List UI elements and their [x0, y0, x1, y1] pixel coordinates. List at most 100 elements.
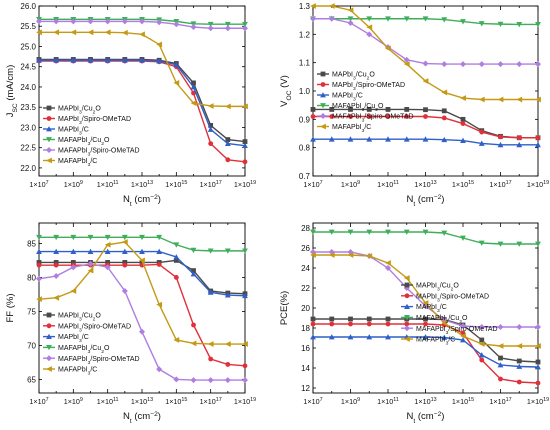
- x-tick-label: 1×1011: [97, 397, 119, 406]
- data-point: [156, 248, 163, 254]
- data-point: [53, 234, 60, 241]
- series-mapbi3-c: [36, 57, 248, 149]
- legend-label: MAFAPbI3/Spiro-OMeTAD: [58, 148, 140, 158]
- data-point: [329, 316, 335, 322]
- data-point: [310, 229, 316, 235]
- data-point: [242, 139, 248, 144]
- series-line: [39, 31, 245, 108]
- data-point: [173, 21, 180, 28]
- data-point: [104, 241, 111, 248]
- data-point: [191, 80, 196, 86]
- data-point: [139, 31, 145, 38]
- data-point: [242, 292, 248, 299]
- data-point: [535, 324, 541, 330]
- data-point: [422, 229, 429, 235]
- data-point: [121, 57, 128, 63]
- data-point: [225, 137, 231, 142]
- data-point: [423, 321, 428, 327]
- data-point: [478, 240, 485, 246]
- y-axis-title: FF (%): [5, 293, 16, 322]
- data-point: [191, 90, 196, 96]
- data-point: [121, 239, 128, 245]
- data-point: [104, 234, 111, 241]
- data-point: [460, 323, 466, 329]
- data-point: [460, 333, 466, 339]
- data-point: [441, 230, 448, 236]
- y-tick-label: 14: [301, 364, 310, 373]
- data-point: [310, 316, 316, 322]
- data-point: [242, 25, 248, 32]
- data-point: [139, 18, 145, 25]
- y-tick-label: 22: [301, 284, 310, 293]
- data-point: [242, 363, 248, 369]
- data-point: [516, 358, 522, 364]
- data-point: [87, 57, 94, 63]
- data-point: [441, 334, 448, 340]
- data-point: [366, 16, 373, 22]
- data-point: [224, 25, 231, 32]
- data-point: [156, 41, 163, 48]
- plot-frame: [312, 5, 539, 177]
- data-point: [460, 337, 466, 343]
- data-point: [497, 324, 504, 330]
- data-point: [366, 253, 373, 259]
- legend: MAPbI3/Cu2OMAPbI3/Spiro-OMeTADMAPbI3/CMA…: [43, 105, 140, 168]
- series-mafapbi3-c: [310, 252, 541, 349]
- data-point: [366, 334, 373, 340]
- legend-marker: [46, 105, 52, 111]
- y-tick-label: 24.5: [20, 63, 36, 72]
- data-point: [328, 3, 335, 9]
- data-point: [87, 248, 94, 254]
- y-tick-label: 22.5: [20, 144, 36, 153]
- data-point: [53, 248, 60, 254]
- data-point: [70, 248, 77, 254]
- data-point: [242, 21, 248, 28]
- data-point: [366, 24, 373, 31]
- data-point: [497, 141, 504, 148]
- data-point: [478, 341, 485, 347]
- data-point: [329, 321, 335, 327]
- data-point: [347, 334, 354, 340]
- x-tick-label: 1×1011: [377, 397, 399, 406]
- data-point: [366, 229, 373, 235]
- series-line: [39, 250, 246, 297]
- x-tick-label: 1×1017: [489, 180, 511, 189]
- data-point: [224, 21, 231, 28]
- data-point: [535, 135, 541, 141]
- x-tick-label: 1×1013: [131, 397, 153, 406]
- x-tick-label: 1×1013: [414, 180, 436, 189]
- data-point: [328, 229, 335, 235]
- legend-marker: [46, 366, 52, 372]
- data-point: [310, 136, 316, 142]
- x-tick-label: 1×1019: [527, 180, 549, 189]
- data-point: [535, 61, 541, 68]
- data-point: [242, 248, 248, 254]
- legend-marker: [46, 333, 52, 339]
- data-point: [53, 57, 60, 63]
- y-tick-label: 22.0: [20, 164, 36, 173]
- data-point: [404, 114, 410, 119]
- data-point: [242, 341, 248, 347]
- data-point: [535, 359, 541, 365]
- data-point: [70, 234, 77, 241]
- data-point: [191, 322, 196, 328]
- data-point: [208, 141, 214, 147]
- y-tick-label: 18: [301, 324, 310, 333]
- data-point: [207, 21, 214, 28]
- x-tick-label: 1×1013: [131, 180, 153, 189]
- y-tick-label: 20: [301, 304, 310, 313]
- data-point: [190, 271, 197, 277]
- x-tick-label: 1×107: [303, 180, 322, 189]
- data-point: [385, 114, 391, 119]
- series-mapbi3-c: [310, 136, 541, 148]
- legend-marker: [320, 113, 326, 119]
- data-point: [173, 258, 179, 263]
- data-point: [207, 103, 214, 109]
- data-point: [139, 57, 145, 63]
- x-tick-label: 1×1017: [200, 180, 222, 189]
- data-point: [225, 157, 231, 163]
- legend-label: MAPbI3/Cu2O: [332, 72, 375, 82]
- data-point: [497, 343, 504, 349]
- data-point: [385, 136, 391, 142]
- data-point: [516, 363, 523, 369]
